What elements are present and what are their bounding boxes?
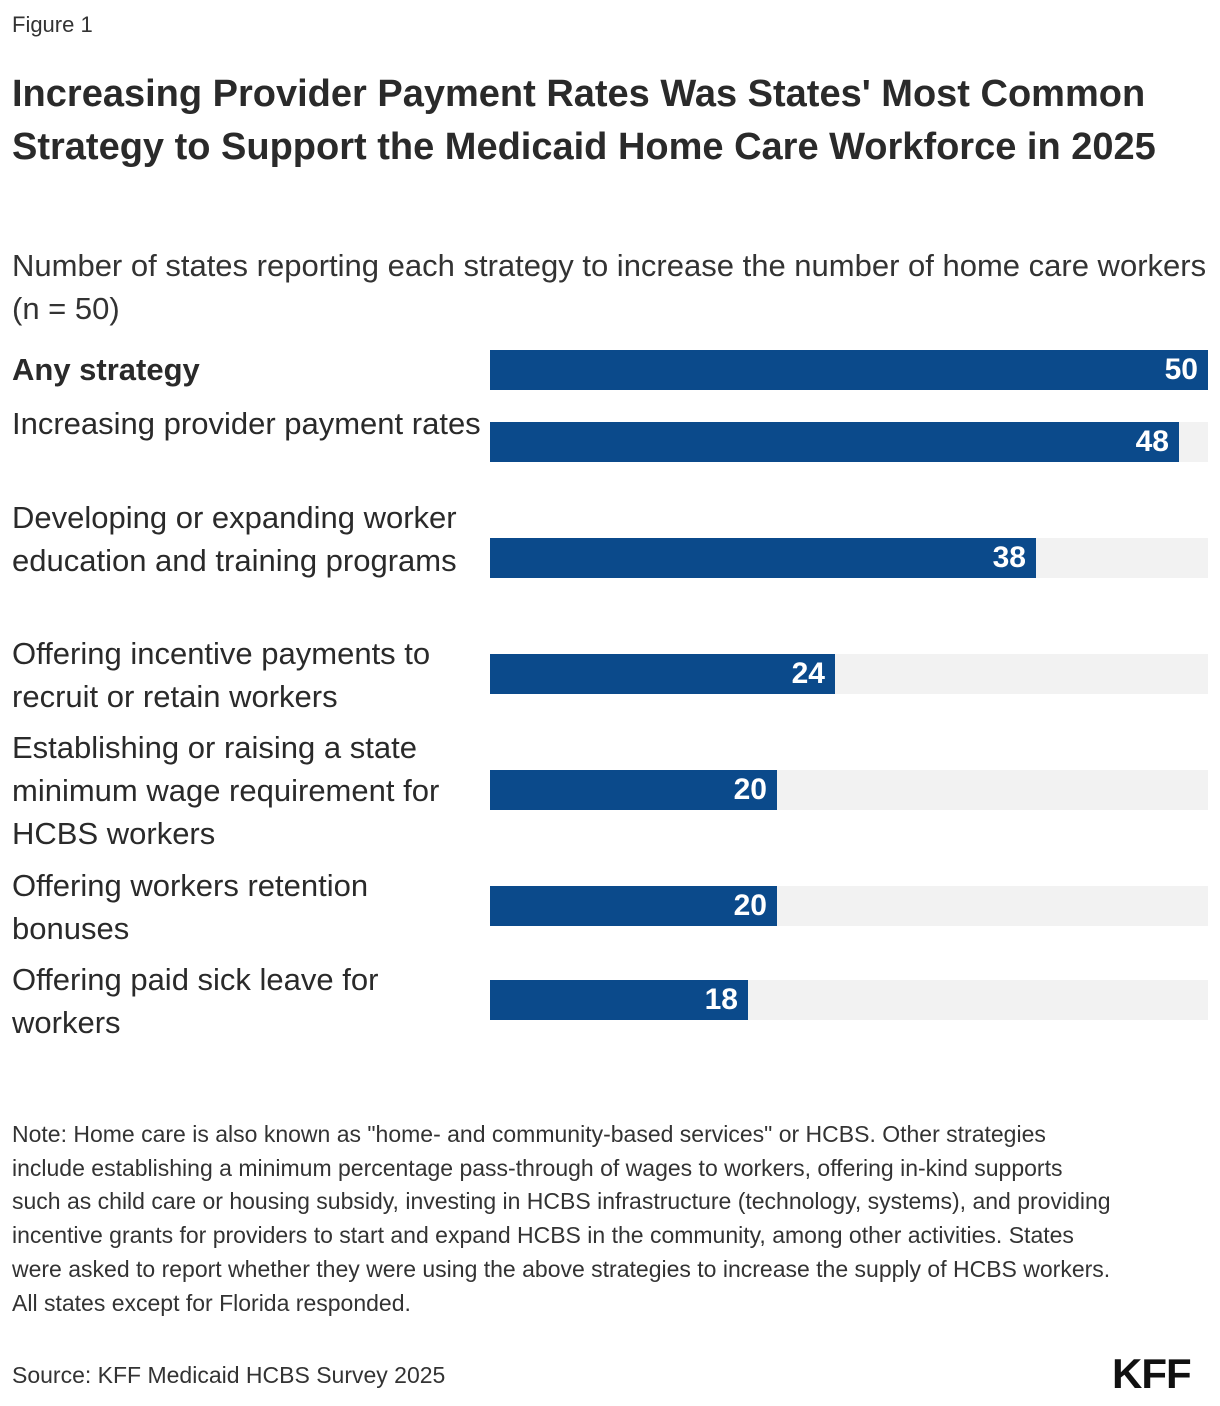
- category-label: Establishing or raising a state minimum …: [12, 730, 440, 851]
- bar-value-label: 24: [791, 657, 825, 690]
- bar-value-label: 18: [704, 983, 738, 1016]
- chart-subtitle: Number of states reporting each strategy…: [12, 248, 1207, 326]
- bar-value-label: 48: [1135, 425, 1169, 458]
- bar-value-label: 20: [733, 889, 767, 922]
- bar: [490, 654, 835, 694]
- chart-title: Increasing Provider Payment Rates Was St…: [12, 73, 1156, 168]
- bar: [490, 770, 777, 810]
- figure-label: Figure 1: [12, 12, 93, 37]
- category-label: Offering workers retention bonuses: [12, 868, 369, 946]
- bar-track: 48: [490, 422, 1208, 462]
- bar-track: 24: [490, 654, 1208, 694]
- bar: [490, 538, 1036, 578]
- bar-track: 50: [490, 350, 1208, 390]
- bar: [490, 350, 1208, 390]
- chart-source: Source: KFF Medicaid HCBS Survey 2025: [12, 1362, 446, 1388]
- bar-value-label: 20: [733, 773, 767, 806]
- bar-track: 20: [490, 770, 1208, 810]
- bar: [490, 980, 748, 1020]
- category-label: Developing or expanding worker education…: [12, 500, 457, 578]
- kff-logo: KFF: [1112, 1350, 1192, 1397]
- bar-track: 20: [490, 886, 1208, 926]
- bar: [490, 422, 1179, 462]
- bar: [490, 886, 777, 926]
- chart-note: Note: Home care is also known as "home- …: [12, 1121, 1111, 1316]
- bar-value-label: 50: [1164, 353, 1198, 386]
- bar-track: 38: [490, 538, 1208, 578]
- category-label: Offering incentive payments to recruit o…: [12, 636, 431, 714]
- category-label: Offering paid sick leave for workers: [12, 962, 379, 1040]
- bar-chart: Any strategy 50 Increasing provider paymen…: [0, 340, 1220, 1060]
- category-label: Any strategy: [12, 352, 200, 387]
- bar-track: 18: [490, 980, 1208, 1020]
- bar-value-label: 38: [992, 541, 1026, 574]
- category-label: Increasing provider payment rates: [12, 406, 481, 441]
